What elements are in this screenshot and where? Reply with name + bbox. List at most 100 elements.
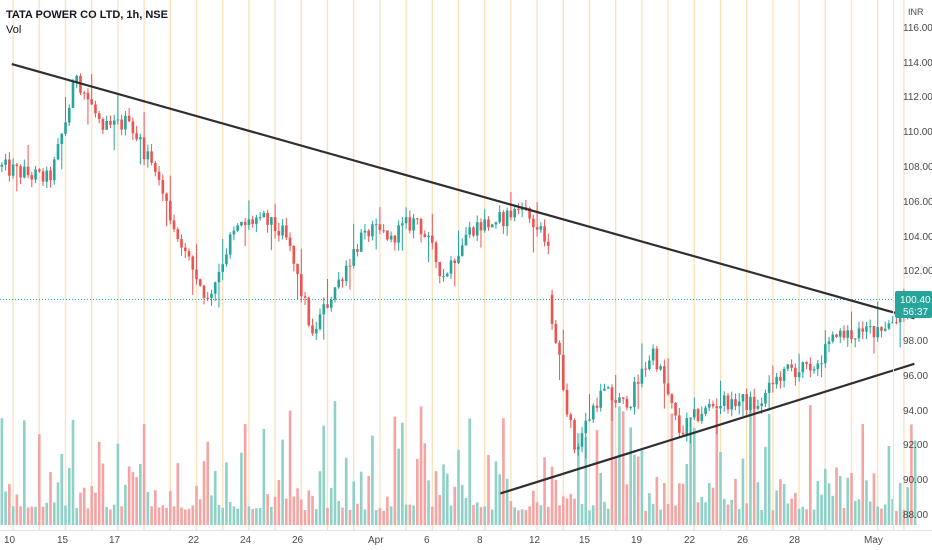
volume-bar (49, 471, 52, 525)
candle-body (247, 219, 251, 226)
candle-body (311, 325, 314, 334)
candle-body (764, 392, 767, 404)
candle-body (206, 297, 210, 299)
candle-body (187, 251, 191, 257)
volume-bar (109, 509, 112, 525)
volume-bar (816, 480, 820, 525)
volume-bar (644, 510, 647, 525)
volume-bar (629, 427, 632, 525)
candle-body (797, 372, 801, 378)
candle-body (228, 234, 232, 255)
candle-body (603, 388, 606, 391)
volume-bar (285, 498, 288, 525)
volume-bar (449, 505, 453, 525)
volume-bar (554, 479, 558, 525)
candle-body (19, 166, 22, 178)
volume-bar (79, 492, 82, 525)
volume-bar (198, 499, 202, 525)
volume-bar (412, 505, 415, 525)
candle-body (67, 107, 71, 123)
volume-bar (434, 471, 438, 525)
price-tick-label: 92.00 (903, 440, 928, 451)
candle-body (487, 219, 490, 228)
volume-bar (797, 508, 801, 525)
candle-body (505, 210, 509, 227)
candle-body (850, 330, 853, 340)
volume-bar (430, 506, 434, 525)
candle-body (94, 104, 97, 114)
time-tick-label: 17 (109, 535, 121, 546)
candle-body (479, 222, 483, 231)
candle-body (737, 401, 741, 407)
volume-bar (221, 507, 225, 525)
volume-bar (887, 446, 891, 525)
symbol-title[interactable]: TATA POWER CO LTD, 1h, NSE (6, 9, 168, 21)
volume-bar (120, 506, 123, 525)
volume-bar (427, 480, 430, 525)
candle-body (831, 334, 835, 342)
volume-bar (771, 510, 775, 525)
candle-body (172, 220, 176, 230)
candle-body (509, 210, 513, 218)
candle-body (41, 171, 45, 182)
time-tick-label: 15 (579, 535, 591, 546)
candle-body (532, 218, 535, 228)
candle-body (449, 260, 453, 274)
volume-bar (524, 510, 528, 525)
candle-body (838, 330, 842, 337)
time-axis[interactable]: 10 15 17 22 24 26 Apr 6 8 12 15 19 22 26… (4, 535, 883, 546)
time-tick-label: 19 (631, 535, 643, 546)
candle-body (775, 376, 778, 385)
volume-bar (902, 509, 906, 525)
price-axis[interactable]: INR 116.00 114.00 112.00 110.00 108.00 1… (903, 7, 932, 521)
candle-body (116, 119, 120, 121)
candle-body (524, 207, 528, 209)
volume-label[interactable]: Vol (6, 24, 21, 36)
trendlines[interactable] (11, 62, 915, 495)
candle-body (790, 364, 793, 368)
volume-bar (610, 395, 614, 525)
volume-bar (532, 490, 535, 525)
candle-body (225, 254, 228, 265)
volume-bar (558, 505, 561, 525)
volume-bar (236, 508, 239, 525)
candle-body (490, 224, 494, 228)
candle-body (464, 234, 468, 246)
candle-body (401, 223, 404, 226)
candle-body (475, 222, 479, 236)
candle-body (397, 225, 400, 243)
volume-bar (247, 506, 251, 525)
volume-bar (438, 494, 442, 525)
candle-body (809, 363, 812, 371)
last-price-tag: 100.40 56:37 (895, 291, 932, 318)
candle-body (26, 166, 30, 176)
volume-bar (655, 476, 659, 525)
price-tick-label: 88.00 (903, 510, 928, 521)
volume-bar (809, 405, 812, 525)
candle-body (752, 396, 756, 409)
last-price-value: 100.40 (900, 295, 931, 306)
candle-body (823, 344, 827, 364)
candle-body (704, 407, 707, 414)
candle-body (760, 403, 763, 406)
candle-body (820, 363, 823, 365)
candle-body (423, 234, 427, 238)
volume-bar (801, 506, 805, 525)
candle-body (726, 395, 730, 410)
price-tick-label: 96.00 (903, 371, 928, 382)
candle-body (651, 348, 655, 361)
volume-bar (408, 504, 412, 525)
volume-bar (468, 418, 472, 525)
volume-bar (303, 510, 307, 525)
volume-bar (681, 483, 685, 525)
candle-body (135, 133, 138, 140)
candle-body (827, 341, 831, 345)
candle-body (543, 226, 546, 242)
volume-bar (445, 473, 449, 525)
candle-body (707, 403, 711, 408)
volume-bar (19, 506, 22, 525)
volume-bar (621, 411, 625, 525)
candle-body (195, 269, 198, 280)
volume-bar (423, 443, 427, 525)
